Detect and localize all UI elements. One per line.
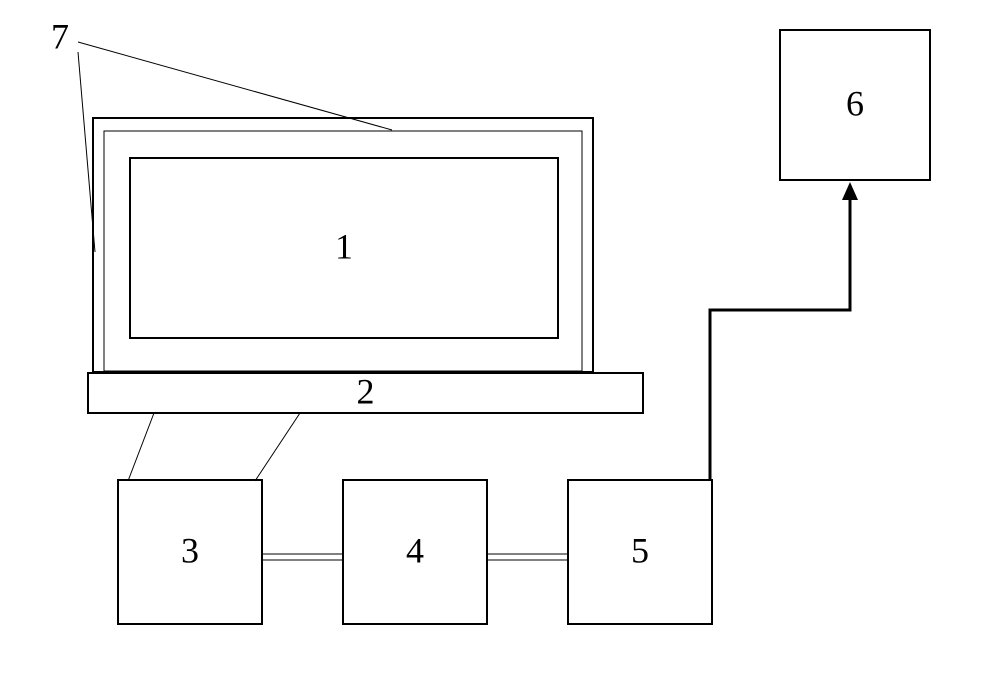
label-box3: 3 [181,530,199,570]
label-box-2: 2 [357,371,375,411]
label-box-1: 1 [335,226,353,266]
label-box5: 5 [631,530,649,570]
label-box4: 4 [406,530,424,570]
label-callout-7: 7 [51,16,69,56]
label-box-6: 6 [846,83,864,123]
